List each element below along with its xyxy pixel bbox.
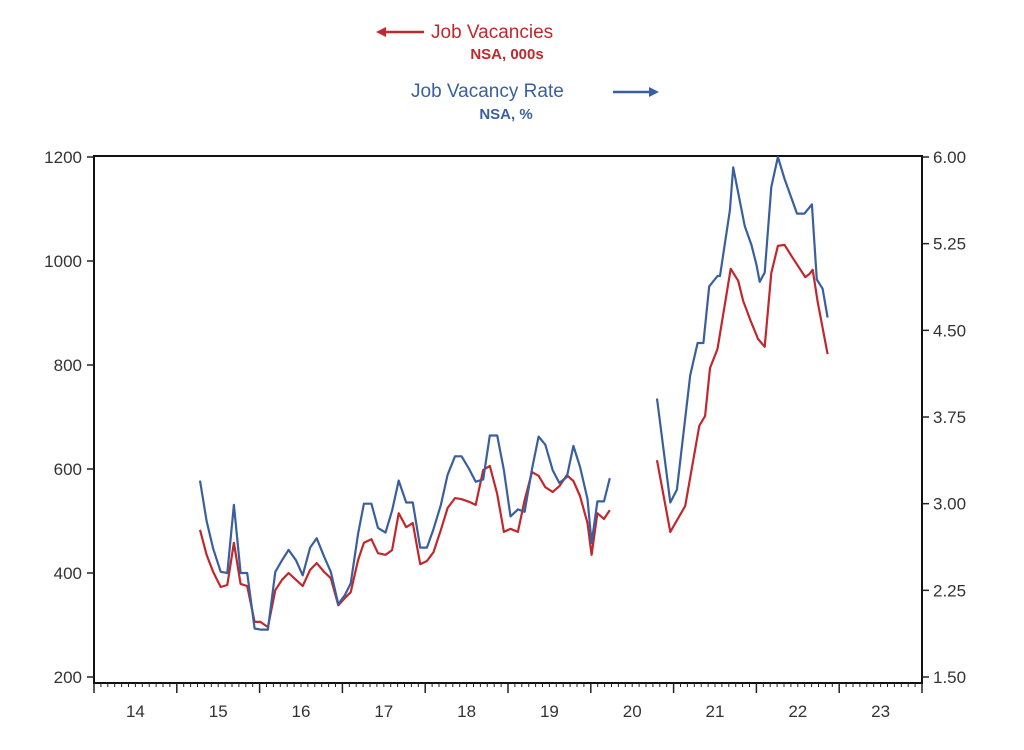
x-tick-label: 15 xyxy=(209,702,228,721)
legend-item-job-vacancy-rate: Job Vacancy Rate NSA, % xyxy=(411,81,659,123)
x-tick-label: 16 xyxy=(292,702,311,721)
x-tick-label: 23 xyxy=(871,702,890,721)
left-y-tick-label: 200 xyxy=(54,668,82,687)
x-tick-label: 21 xyxy=(706,702,725,721)
series-layer xyxy=(198,155,829,631)
legend-title-job-vacancy-rate: Job Vacancy Rate xyxy=(411,81,564,102)
left-arrowhead-icon xyxy=(376,27,386,37)
right-y-tick-label: 1.50 xyxy=(933,668,966,687)
left-y-tick-label: 800 xyxy=(54,356,82,375)
right-y-axis: 6.00 5.25 4.50 3.75 3.00 2.25 1.50 xyxy=(922,148,966,687)
x-tick-label: 17 xyxy=(374,702,393,721)
left-y-axis: 1200 1000 800 600 400 200 xyxy=(44,148,94,687)
left-y-tick-label: 600 xyxy=(54,460,82,479)
right-y-tick-label: 3.00 xyxy=(933,495,966,514)
series-job-vacancy-rate xyxy=(198,155,829,631)
right-arrowhead-icon xyxy=(649,87,659,97)
right-y-tick-label: 6.00 xyxy=(933,148,966,167)
line-job-vacancy-rate-segment-1 xyxy=(198,434,611,631)
right-y-tick-label: 5.25 xyxy=(933,235,966,254)
legend-sub-job-vacancies: NSA, 000s xyxy=(470,46,543,63)
right-y-tick-label: 3.75 xyxy=(933,408,966,427)
legend: Job Vacancies NSA, 000s Job Vacancy Rate… xyxy=(376,22,659,123)
plot-frame xyxy=(93,155,923,684)
left-y-tick-label: 1000 xyxy=(44,252,82,271)
x-tick-label: 22 xyxy=(788,702,807,721)
x-tick-label: 19 xyxy=(540,702,559,721)
line-job-vacancies-segment-1 xyxy=(198,464,611,629)
left-y-tick-label: 1200 xyxy=(44,148,82,167)
line-job-vacancy-rate-segment-2 xyxy=(655,155,829,504)
legend-sub-job-vacancy-rate: NSA, % xyxy=(479,106,532,123)
x-tick-label: 14 xyxy=(126,702,145,721)
legend-title-job-vacancies: Job Vacancies xyxy=(431,22,553,43)
right-y-tick-label: 4.50 xyxy=(933,321,966,340)
legend-item-job-vacancies: Job Vacancies NSA, 000s xyxy=(376,22,553,63)
series-job-vacancies xyxy=(198,243,829,629)
right-y-tick-label: 2.25 xyxy=(933,581,966,600)
left-y-tick-label: 400 xyxy=(54,564,82,583)
line-job-vacancies-segment-2 xyxy=(655,243,829,534)
x-tick-label: 20 xyxy=(623,702,642,721)
x-tick-label: 18 xyxy=(457,702,476,721)
x-axis: 14 15 16 17 18 19 20 21 22 23 xyxy=(93,683,923,721)
